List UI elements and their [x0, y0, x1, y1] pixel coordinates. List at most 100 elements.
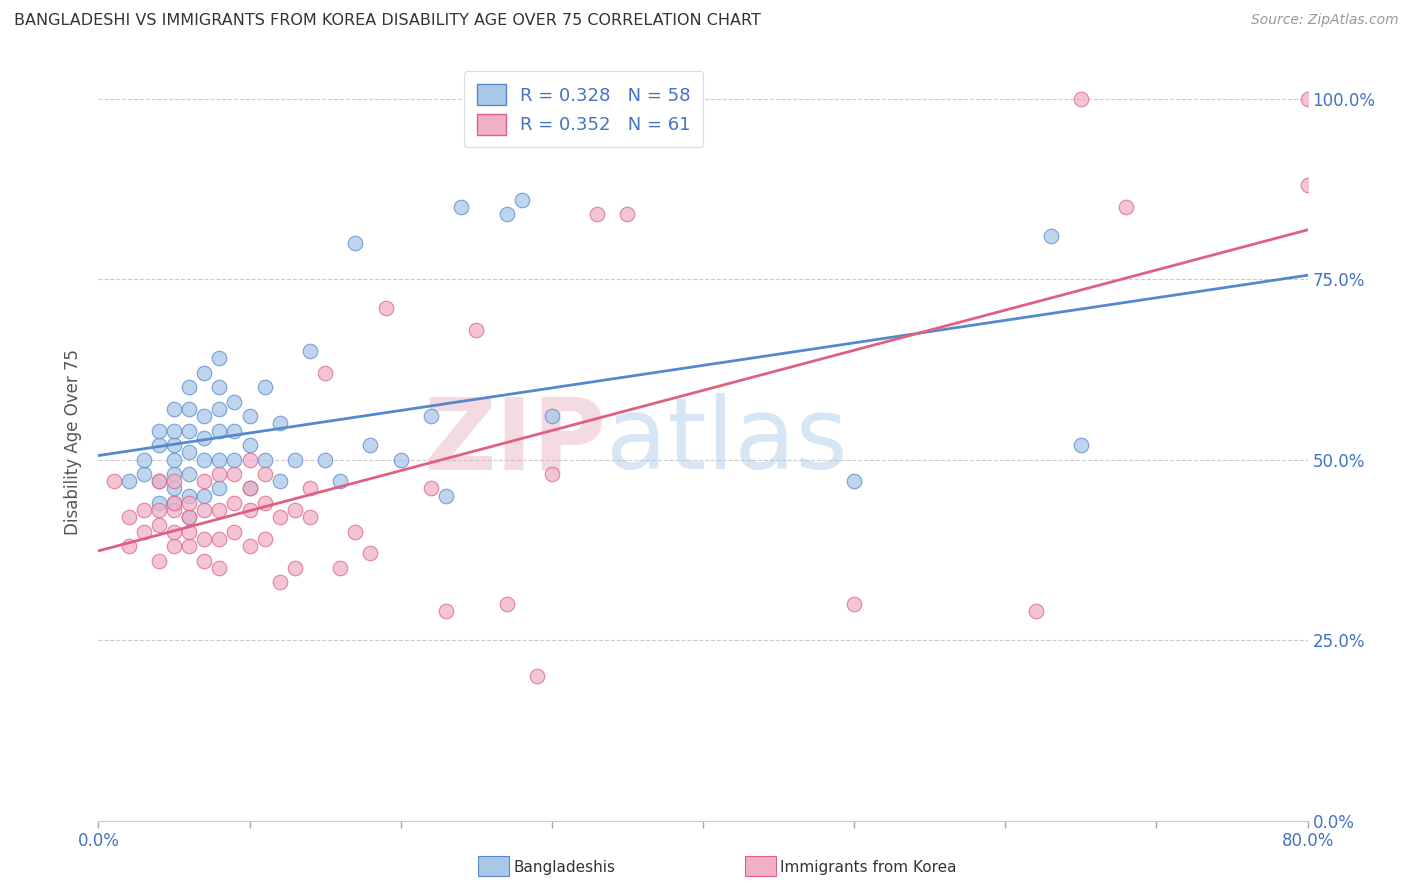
Point — [132, 524, 155, 539]
Point — [179, 496, 201, 510]
Point — [586, 207, 609, 221]
Point — [208, 467, 231, 481]
Point — [193, 489, 215, 503]
Point — [253, 532, 276, 546]
Point — [208, 424, 231, 438]
Point — [179, 380, 201, 394]
Point — [253, 452, 276, 467]
Point — [389, 452, 412, 467]
Point — [269, 510, 291, 524]
Point — [208, 402, 231, 417]
Point — [269, 475, 291, 489]
Point — [163, 467, 186, 481]
Point — [224, 496, 246, 510]
Y-axis label: Disability Age Over 75: Disability Age Over 75 — [65, 349, 83, 534]
Point — [239, 503, 262, 517]
Point — [163, 539, 186, 553]
Point — [118, 539, 141, 553]
Point — [208, 452, 231, 467]
Point — [193, 554, 215, 568]
Point — [510, 193, 533, 207]
Text: atlas: atlas — [606, 393, 848, 490]
Point — [193, 431, 215, 445]
Point — [269, 575, 291, 590]
Point — [344, 235, 367, 250]
Point — [1115, 200, 1137, 214]
Point — [208, 561, 231, 575]
Point — [239, 438, 262, 452]
Point — [148, 554, 170, 568]
Point — [434, 604, 457, 618]
Text: Source: ZipAtlas.com: Source: ZipAtlas.com — [1251, 13, 1399, 28]
Point — [163, 496, 186, 510]
Point — [284, 503, 307, 517]
Point — [148, 438, 170, 452]
Point — [103, 475, 125, 489]
Point — [253, 467, 276, 481]
Point — [163, 402, 186, 417]
Point — [299, 482, 322, 496]
Text: BANGLADESHI VS IMMIGRANTS FROM KOREA DISABILITY AGE OVER 75 CORRELATION CHART: BANGLADESHI VS IMMIGRANTS FROM KOREA DIS… — [14, 13, 761, 29]
Point — [179, 510, 201, 524]
Point — [179, 524, 201, 539]
Point — [132, 467, 155, 481]
Text: ZIP: ZIP — [423, 393, 606, 490]
Point — [132, 503, 155, 517]
Point — [284, 561, 307, 575]
Point — [148, 503, 170, 517]
Point — [329, 561, 352, 575]
Point — [495, 207, 517, 221]
Point — [420, 482, 443, 496]
Point — [269, 417, 291, 431]
Point — [179, 539, 201, 553]
Point — [314, 452, 336, 467]
Text: Bangladeshis: Bangladeshis — [513, 860, 616, 874]
Point — [163, 524, 186, 539]
Point — [1296, 178, 1319, 193]
Point — [163, 503, 186, 517]
Point — [163, 475, 186, 489]
Point — [148, 475, 170, 489]
Point — [193, 366, 215, 380]
Point — [239, 409, 262, 424]
Point — [434, 489, 457, 503]
Point — [299, 344, 322, 359]
Point — [420, 409, 443, 424]
Point — [616, 207, 638, 221]
Point — [163, 482, 186, 496]
Point — [360, 438, 382, 452]
Point — [132, 452, 155, 467]
Point — [253, 380, 276, 394]
Point — [495, 597, 517, 611]
Point — [118, 475, 141, 489]
Point — [148, 424, 170, 438]
Point — [163, 438, 186, 452]
Point — [239, 452, 262, 467]
Point — [163, 424, 186, 438]
Point — [526, 669, 548, 683]
Point — [284, 452, 307, 467]
Point — [239, 482, 262, 496]
Point — [540, 409, 562, 424]
Point — [118, 510, 141, 524]
Point — [163, 496, 186, 510]
Text: Immigrants from Korea: Immigrants from Korea — [780, 860, 957, 874]
Point — [224, 524, 246, 539]
Point — [239, 539, 262, 553]
Point — [1024, 604, 1046, 618]
Point — [540, 467, 562, 481]
Point — [193, 503, 215, 517]
Point — [314, 366, 336, 380]
Point — [179, 445, 201, 459]
Point — [148, 475, 170, 489]
Point — [208, 380, 231, 394]
Point — [844, 475, 866, 489]
Point — [1070, 91, 1092, 105]
Point — [193, 475, 215, 489]
Point — [208, 482, 231, 496]
Point — [208, 351, 231, 366]
Point — [193, 452, 215, 467]
Point — [450, 200, 472, 214]
Point — [224, 424, 246, 438]
Point — [1070, 438, 1092, 452]
